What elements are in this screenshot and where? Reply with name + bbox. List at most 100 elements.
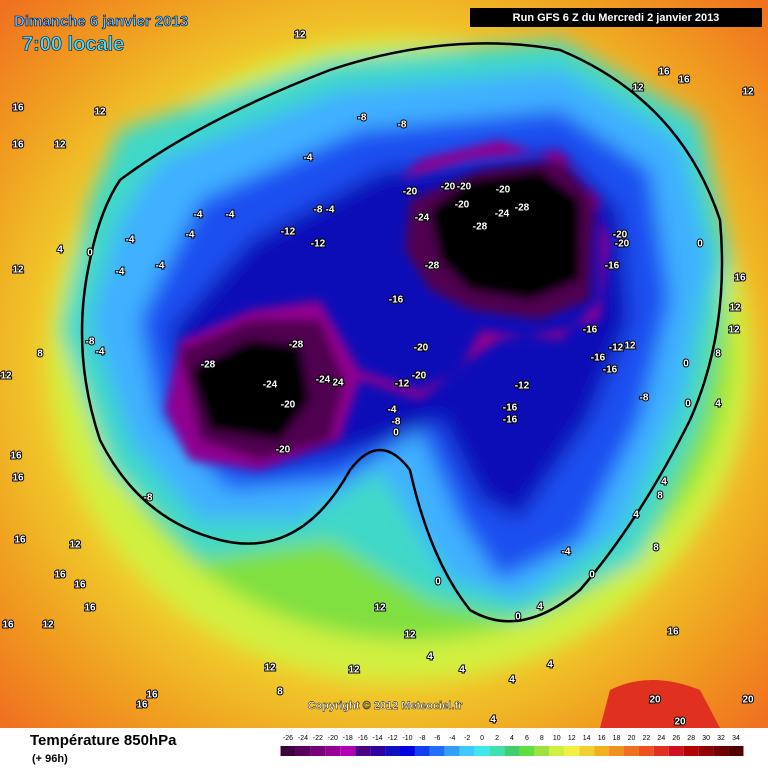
- legend-tick-label: -22: [313, 735, 323, 742]
- legend-swatch: [280, 746, 296, 756]
- contour-label: 16: [12, 140, 24, 151]
- contour-label: 16: [10, 451, 22, 462]
- zero-isotherm: [80, 42, 724, 623]
- legend-swatch: [310, 746, 326, 756]
- contour-label: 12: [624, 341, 636, 352]
- contour-label: 12: [294, 30, 306, 41]
- contour-label: 8: [715, 349, 721, 360]
- contour-label: 4: [459, 665, 465, 676]
- legend-tick-label: 32: [717, 735, 725, 742]
- legend-swatch: [549, 746, 565, 756]
- contour-label: 4: [715, 399, 721, 410]
- contour-label: 0: [515, 612, 521, 623]
- contour-label: 12: [69, 540, 81, 551]
- contour-label: -16: [389, 295, 404, 306]
- contour-label: -8: [314, 205, 323, 216]
- contour-label: -24: [415, 213, 430, 224]
- contour-label: 0: [393, 428, 399, 439]
- contour-label: 12: [42, 620, 54, 631]
- contour-label: 16: [658, 67, 670, 78]
- legend-tick-label: 26: [672, 735, 680, 742]
- contour-label: 12: [94, 107, 106, 118]
- legend-tick-label: -14: [373, 735, 383, 742]
- legend-swatch: [504, 746, 520, 756]
- contour-label: 4: [427, 652, 433, 663]
- contour-label: 12: [12, 265, 24, 276]
- legend-swatch: [489, 746, 505, 756]
- contour-label: 16: [136, 700, 148, 711]
- legend-swatch: [698, 746, 714, 756]
- legend-tick-label: -6: [434, 735, 440, 742]
- contour-label: 0: [697, 239, 703, 250]
- legend-swatch: [370, 746, 386, 756]
- legend-tick-label: 2: [495, 735, 499, 742]
- contour-label: 0: [87, 248, 93, 259]
- contour-label: 12: [374, 603, 386, 614]
- contour-label: -20: [276, 445, 291, 456]
- legend-swatch: [459, 746, 475, 756]
- contour-label: -12: [609, 343, 624, 354]
- legend-tick-label: 8: [540, 735, 544, 742]
- contour-label: -16: [605, 261, 620, 272]
- legend-swatch: [340, 746, 356, 756]
- legend-swatch: [594, 746, 610, 756]
- legend-swatch: [534, 746, 550, 756]
- legend-tick-label: 30: [702, 735, 710, 742]
- contour-label: -8: [398, 120, 407, 131]
- legend-tick-label: -2: [464, 735, 470, 742]
- forecast-time: 7:00 locale: [22, 33, 124, 55]
- legend-swatch: [683, 746, 699, 756]
- legend-swatch: [668, 746, 684, 756]
- legend-swatch: [624, 746, 639, 756]
- contour-label: 20: [674, 717, 686, 728]
- contour-label: 8: [277, 687, 283, 698]
- contour-label: -28: [473, 222, 488, 233]
- contour-label: 16: [84, 603, 96, 614]
- contour-label: -4: [562, 547, 571, 558]
- contour-label: 4: [547, 660, 553, 671]
- contour-label: 24: [332, 378, 344, 389]
- legend-swatch: [728, 746, 744, 756]
- legend-tick-label: -12: [387, 735, 397, 742]
- contour-label: -4: [388, 405, 397, 416]
- legend-tick-label: 22: [643, 735, 651, 742]
- contour-label: 20: [649, 695, 661, 706]
- legend-tick-label: 12: [568, 735, 576, 742]
- contour-label: 4: [537, 602, 543, 613]
- contour-label: -4: [194, 210, 203, 221]
- legend-tick-label: -8: [419, 735, 425, 742]
- legend-tick-label: -26: [283, 735, 293, 742]
- legend-tick-label: 34: [732, 735, 740, 742]
- legend-swatch: [295, 746, 311, 756]
- contour-label: 4: [509, 675, 515, 686]
- footer-title: Température 850hPa: [30, 732, 177, 749]
- contour-label: 8: [37, 349, 43, 360]
- legend-tick-label: 16: [598, 735, 606, 742]
- contour-label: 20: [742, 695, 754, 706]
- warm-patch: [600, 680, 720, 728]
- contour-label: 16: [14, 535, 26, 546]
- legend-tick-label: -20: [328, 735, 338, 742]
- contour-label: -20: [496, 185, 511, 196]
- contour-label: 12: [728, 325, 740, 336]
- contour-label: 8: [657, 491, 663, 502]
- contour-labels: -28-28-24 -24 24-20-20-8-8-12-12-4-4-8-8-2…: [0, 29, 755, 729]
- contour-label: -16: [583, 325, 598, 336]
- contour-label: -12: [395, 379, 410, 390]
- contour-label: -12: [281, 227, 296, 238]
- contour-label: 12: [0, 371, 12, 382]
- legend-tick-label: 14: [583, 735, 591, 742]
- contour-label: -8: [392, 417, 401, 428]
- contour-label: -4: [126, 235, 135, 246]
- contour-label: 12: [348, 665, 360, 676]
- contour-label: -24: [316, 375, 331, 386]
- contour-label: 4: [57, 245, 63, 256]
- run-info: Run GFS 6 Z du Mercredi 2 janvier 2013: [513, 12, 720, 24]
- copyright: Copyright © 2012 Meteociel.fr: [308, 700, 464, 712]
- legend-tick-label: -18: [343, 735, 353, 742]
- contour-label: -28: [289, 340, 304, 351]
- legend-tick-label: 24: [657, 735, 665, 742]
- contour-label: -20: [441, 182, 456, 193]
- contour-label: 4: [633, 510, 639, 521]
- legend-swatch: [429, 746, 445, 756]
